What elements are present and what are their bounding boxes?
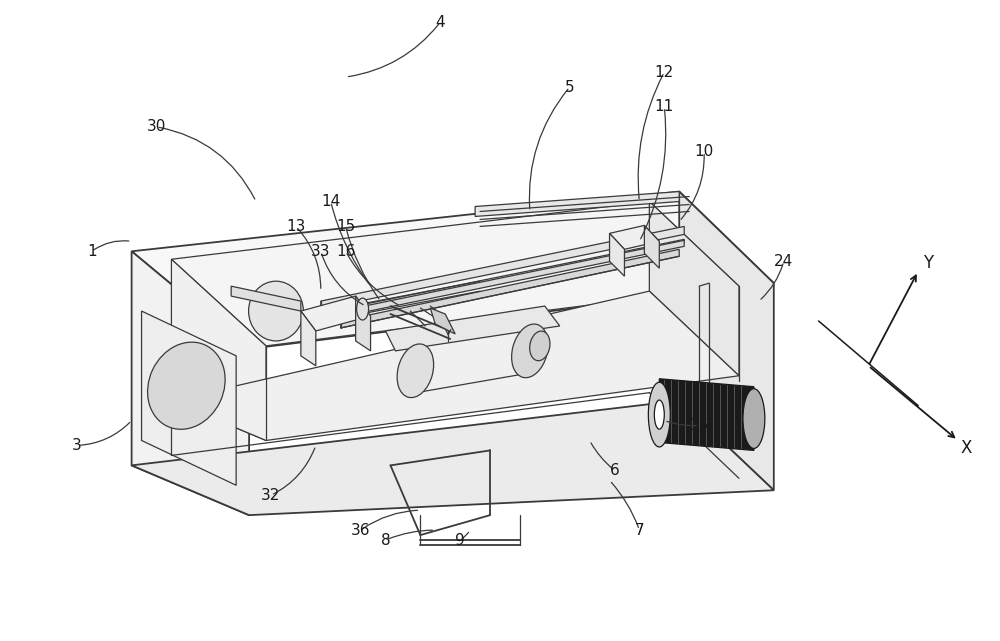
Text: 36: 36 xyxy=(351,522,370,538)
Ellipse shape xyxy=(357,298,369,320)
Polygon shape xyxy=(171,259,266,440)
Polygon shape xyxy=(659,379,754,451)
FancyArrowPatch shape xyxy=(388,530,433,539)
Polygon shape xyxy=(171,291,739,440)
Text: 14: 14 xyxy=(321,194,340,209)
FancyArrowPatch shape xyxy=(638,74,663,199)
Polygon shape xyxy=(475,192,679,217)
Text: 1: 1 xyxy=(87,244,97,259)
Ellipse shape xyxy=(648,382,670,447)
FancyArrowPatch shape xyxy=(94,241,129,250)
Polygon shape xyxy=(321,226,684,309)
FancyArrowPatch shape xyxy=(363,510,418,529)
Text: 6: 6 xyxy=(610,463,619,478)
Polygon shape xyxy=(301,296,371,331)
Text: 15: 15 xyxy=(336,219,355,234)
Polygon shape xyxy=(644,226,659,268)
Polygon shape xyxy=(610,226,659,249)
Text: 33: 33 xyxy=(311,244,331,259)
FancyArrowPatch shape xyxy=(347,254,398,304)
Ellipse shape xyxy=(249,281,303,341)
Text: 24: 24 xyxy=(774,254,793,269)
FancyArrowPatch shape xyxy=(273,448,315,494)
Polygon shape xyxy=(430,308,455,334)
FancyArrowPatch shape xyxy=(346,229,379,299)
Polygon shape xyxy=(610,233,624,276)
Polygon shape xyxy=(331,239,684,319)
FancyArrowPatch shape xyxy=(761,264,783,299)
Polygon shape xyxy=(649,201,739,376)
Ellipse shape xyxy=(743,388,765,449)
Text: 8: 8 xyxy=(381,533,390,547)
Polygon shape xyxy=(142,311,236,485)
FancyArrowPatch shape xyxy=(331,204,369,284)
FancyArrowPatch shape xyxy=(611,483,638,528)
Text: 32: 32 xyxy=(261,488,281,503)
Polygon shape xyxy=(132,251,249,515)
FancyArrowPatch shape xyxy=(462,532,469,538)
Text: 3: 3 xyxy=(72,438,82,453)
Text: 9: 9 xyxy=(455,533,465,547)
FancyArrowPatch shape xyxy=(80,422,130,445)
FancyArrowPatch shape xyxy=(322,254,363,304)
Text: 5: 5 xyxy=(565,79,575,94)
Text: Y: Y xyxy=(923,254,933,272)
FancyArrowPatch shape xyxy=(681,154,704,219)
FancyArrowPatch shape xyxy=(529,89,568,209)
Text: 11: 11 xyxy=(655,99,674,115)
Polygon shape xyxy=(171,201,739,346)
Polygon shape xyxy=(132,401,774,515)
Polygon shape xyxy=(301,311,316,366)
Text: 7: 7 xyxy=(635,522,644,538)
FancyArrowPatch shape xyxy=(667,421,696,426)
FancyArrowPatch shape xyxy=(159,128,255,199)
Ellipse shape xyxy=(530,331,550,361)
Polygon shape xyxy=(385,306,560,351)
Polygon shape xyxy=(356,296,371,351)
Polygon shape xyxy=(132,192,774,349)
Ellipse shape xyxy=(654,400,664,429)
Text: 13: 13 xyxy=(286,219,306,234)
FancyArrowPatch shape xyxy=(298,228,321,288)
Text: X: X xyxy=(960,440,972,458)
Text: 16: 16 xyxy=(336,244,355,259)
Text: 12: 12 xyxy=(655,65,674,79)
Text: 30: 30 xyxy=(147,119,166,135)
Text: 10: 10 xyxy=(694,144,714,159)
Text: 35: 35 xyxy=(689,418,709,433)
FancyArrowPatch shape xyxy=(641,110,666,239)
Polygon shape xyxy=(231,286,301,311)
Polygon shape xyxy=(679,192,774,490)
Polygon shape xyxy=(341,249,679,328)
Ellipse shape xyxy=(148,342,225,429)
Ellipse shape xyxy=(512,324,548,378)
FancyArrowPatch shape xyxy=(591,443,612,469)
Text: 4: 4 xyxy=(435,15,445,29)
Ellipse shape xyxy=(397,344,434,397)
FancyArrowPatch shape xyxy=(348,24,439,77)
